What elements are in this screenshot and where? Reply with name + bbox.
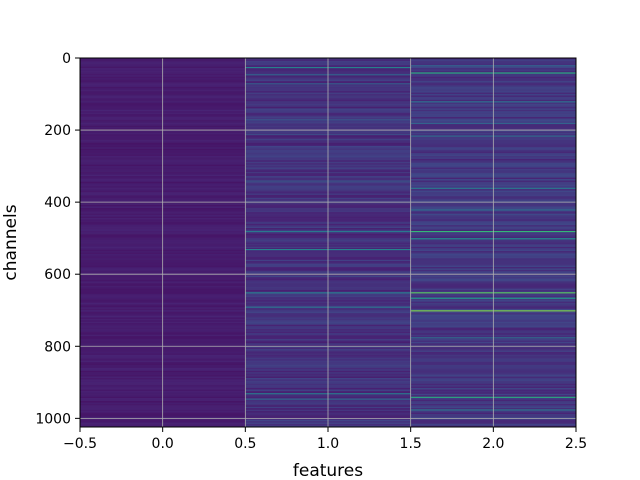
x-axis-ticks: −0.5 0.0 0.5 1.0 1.5 2.0 2.5	[63, 427, 587, 452]
y-tick-label: 0	[62, 51, 71, 67]
y-tick-label: 1000	[35, 411, 71, 427]
x-tick-label: 1.0	[317, 436, 339, 452]
y-axis-label: channels	[1, 204, 21, 280]
y-tick-label: 400	[44, 195, 71, 211]
x-tick-label: 1.5	[400, 436, 422, 452]
x-tick-label: 0.0	[152, 436, 174, 452]
x-tick-label: 2.0	[482, 436, 504, 452]
x-tick-label: 0.5	[234, 436, 256, 452]
x-tick-label: −0.5	[63, 436, 97, 452]
y-tick-label: 800	[44, 339, 71, 355]
x-axis-label: features	[293, 461, 363, 480]
y-tick-label: 600	[44, 267, 71, 283]
y-axis-ticks: 0 200 400 600 800 1000	[35, 51, 80, 427]
y-tick-label: 200	[44, 123, 71, 139]
x-tick-label: 2.5	[565, 436, 587, 452]
